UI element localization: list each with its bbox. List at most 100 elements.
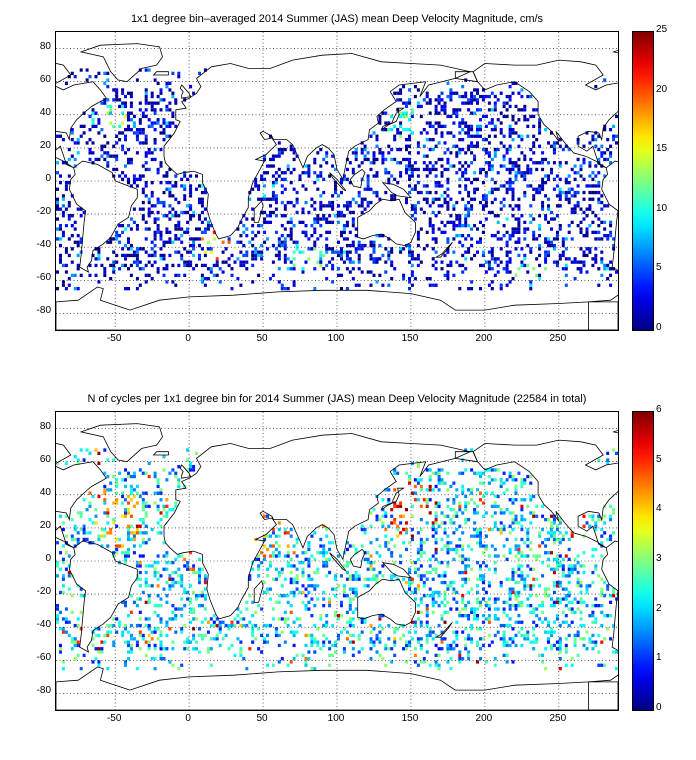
data-cell [319,537,323,542]
data-cell [499,531,503,535]
data-cell [165,504,169,508]
data-cell [280,184,284,188]
data-cell [283,247,287,251]
data-cell [106,511,110,515]
data-cell [541,184,545,188]
data-cell [310,597,314,601]
data-cell [378,640,382,644]
data-cell [360,620,364,624]
data-cell [180,627,184,631]
data-cell [550,643,553,648]
data-cell [174,250,178,254]
data-cell [490,280,494,284]
data-cell [505,253,509,258]
data-cell [544,590,548,595]
data-cell [461,597,465,601]
data-cell [313,667,317,671]
data-cell [257,224,261,228]
data-cell [375,171,379,175]
data-cell [76,584,80,588]
data-cell [263,240,267,244]
data-cell [165,647,169,651]
data-cell [603,580,607,585]
data-cell [274,547,278,552]
data-cell [514,164,518,168]
data-cell [274,633,278,638]
data-cell [363,531,367,535]
data-cell [384,544,388,548]
data-cell [200,247,204,251]
y-tick-label: -40 [36,239,51,251]
data-cell [138,128,142,132]
data-cell [564,604,568,608]
data-cell [508,597,512,601]
data-cell [67,204,71,208]
grid-lines [56,412,618,710]
data-cell [470,287,474,291]
data-cell [481,544,485,548]
data-cell [399,561,403,565]
data-cell [177,273,181,277]
data-cell [505,181,509,185]
data-cell [505,643,509,648]
data-cell [399,91,403,95]
data-cell [79,627,83,631]
data-cell [505,478,509,482]
data-cell [520,620,524,624]
data-cell [106,164,110,168]
data-cell [416,587,420,591]
data-cell [405,144,408,148]
data-cell [348,600,352,604]
data-cell [366,184,370,188]
data-cell [115,167,119,172]
data-cell [153,471,157,475]
data-cell [437,594,441,598]
data-cell [141,128,145,132]
data-cell [544,630,548,634]
data-cell [135,184,139,188]
data-cell [195,597,198,601]
data-cell [266,574,269,578]
data-cell [162,273,166,277]
data-cell [505,101,509,105]
data-cell [576,584,580,588]
data-cell [79,527,83,532]
data-cell [544,250,548,254]
data-cell [337,617,340,621]
data-cell [97,461,101,465]
data-cell [56,197,59,201]
data-cell [218,630,222,634]
data-cell [591,647,595,651]
data-cell [517,197,521,201]
data-cell [520,508,524,512]
data-cell [446,584,450,588]
data-cell [292,643,296,648]
data-cell [529,604,533,608]
data-cell [508,577,512,581]
data-cell [337,210,340,215]
data-cell [508,604,512,608]
data-cell [301,250,305,254]
data-cell [162,138,166,142]
data-cell [550,630,553,634]
data-cell [269,623,272,628]
data-cell [547,557,550,561]
data-cell [322,544,326,548]
data-cell [514,484,518,489]
data-cell [481,614,485,618]
data-cell [192,570,196,575]
data-cell [269,164,272,168]
data-cell [64,263,68,268]
data-cell [295,200,299,205]
data-cell [121,144,125,148]
data-cell [473,177,477,181]
data-cell [493,468,497,472]
data-cell [129,184,133,188]
data-cell [437,574,441,578]
data-cell [162,508,166,512]
data-cell [425,184,429,188]
data-cell [446,81,450,85]
data-cell [508,498,512,502]
data-cell [464,101,468,105]
data-cell [588,204,592,208]
